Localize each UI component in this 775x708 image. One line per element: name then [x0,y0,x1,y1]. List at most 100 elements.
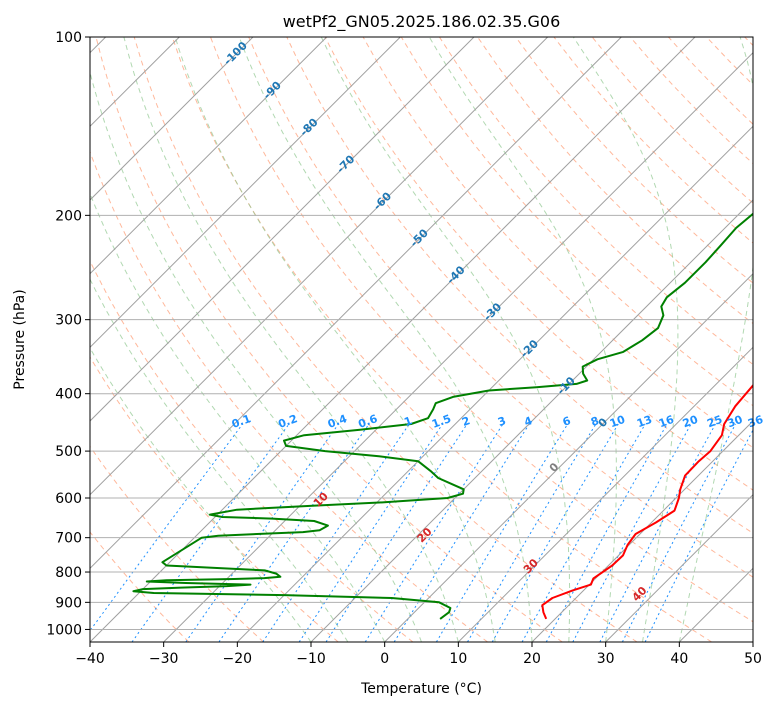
y-tick-label: 700 [55,531,82,547]
y-tick-label: 200 [55,208,82,224]
mixing-ratio-label: 6 [561,414,573,429]
dry-adiabat [210,37,753,623]
mixing-ratio-label: 0.1 [230,412,253,431]
mixing-ratio-label: 1 [402,414,414,429]
y-axis: 100 200 300 400 500 600 700 800 900 1000 [46,30,90,638]
isotherm-label: -90 [261,79,284,102]
dry-adiabat [248,37,753,578]
mixing-ratio-label: 16 [657,413,676,431]
dry-adiabat [95,37,563,642]
mixing-ratio-line [185,423,340,642]
isotherm-line [384,272,753,642]
dry-adiabat [90,531,190,642]
mixing-ratio-label: 2 [460,414,472,429]
isotherm-line [90,37,254,201]
y-tick-label: 100 [55,30,82,46]
y-tick-label: 600 [55,491,82,507]
dry-adiabat [90,150,488,642]
isotherm-line [236,125,753,642]
isotherm-line [90,37,549,496]
mixing-ratio-label: 13 [635,413,654,430]
chart-title: wetPf2_GN05.2025.186.02.35.G06 [283,12,561,32]
mixing-ratio-line [90,423,244,632]
mixing-ratio-label: 0.6 [356,412,379,431]
x-tick-label: 50 [744,651,762,667]
isotherm-line [90,37,622,570]
x-tick-label: 0 [380,651,389,667]
dry-adiabat [90,445,264,642]
isotherm-line [90,37,328,275]
isotherm-line [678,567,753,642]
moist-adiabat [174,37,496,642]
mixing-ratio-line [262,423,410,642]
mixing-ratio-line [435,423,569,642]
y-axis-label: Pressure (hPa) [12,289,28,389]
isotherm-line [163,51,753,642]
x-tick-label: −10 [296,651,326,667]
dry-adiabat [400,37,753,407]
mixing-ratio-line [218,423,370,642]
isotherm-line [752,641,753,642]
mixing-ratio-label: 4 [522,414,534,429]
mixing-ratio-label: 36 [746,413,765,431]
mixing-ratio-line [572,423,692,642]
isotherm-line [310,199,753,642]
moist-adiabat [123,37,459,642]
mixing-ratio-label: 0.2 [276,412,299,431]
mixing-ratio-label: 20 [681,413,700,431]
mixing-ratio-line [521,423,646,642]
background-lines [90,37,753,642]
mixing-ratio-line [298,423,444,642]
isotherm-line [90,37,475,422]
x-tick-label: −20 [223,651,253,667]
y-tick-label: 300 [55,313,82,329]
moist-adiabat [90,347,312,642]
dry-adiabat [171,37,712,642]
dewpoint-line [132,212,753,620]
moist-adiabat [238,37,533,642]
isotherm-label: -70 [334,152,357,175]
dry-adiabat [438,37,753,366]
plot-frame [89,36,754,643]
moist-adiabat [572,37,679,642]
moist-adiabat [428,37,617,642]
mixing-ratio-label: 8 [589,414,601,429]
y-tick-label: 1000 [46,622,82,638]
mixing-ratio-line [131,423,290,642]
y-tick-label: 500 [55,444,82,460]
dry-adiabat [90,356,339,642]
mixing-ratio-line [599,423,716,642]
mixing-ratio-label: 30 [726,413,745,431]
dry-adiabat [668,37,753,125]
isotherm-line [90,37,401,349]
dry-adiabat [90,259,414,642]
mixing-ratio-line [644,428,753,642]
dry-adiabat [706,37,753,86]
y-tick-label: 900 [55,595,82,611]
dry-adiabat [515,37,753,284]
mixing-ratio-label: 0.4 [326,412,349,431]
temperature-line [541,383,753,620]
x-tick-label: 10 [449,651,467,667]
isotherm-line [531,420,753,642]
isotherm-label: -50 [408,226,431,249]
mixing-ratio-line [325,423,468,642]
moist-adiabat [90,192,386,642]
dry-adiabat-label: 30 [521,556,541,576]
mixing-ratio-line [491,423,619,642]
isotherm-label: -40 [444,263,467,286]
x-tick-label: 30 [597,651,615,667]
isotherm-label: -20 [518,337,541,360]
mixing-ratio-line [393,423,530,642]
x-tick-label: 20 [523,651,541,667]
x-axis-label: Temperature (°C) [360,681,482,697]
mixing-ratio-line [467,423,597,642]
y-tick-label: 400 [55,387,82,403]
dry-adiabat [744,37,753,47]
dry-adiabat [591,37,753,204]
x-tick-label: 40 [670,651,688,667]
moist-adiabat [678,37,753,642]
dry-adiabat [133,37,638,642]
isotherm-label: -80 [297,115,320,138]
